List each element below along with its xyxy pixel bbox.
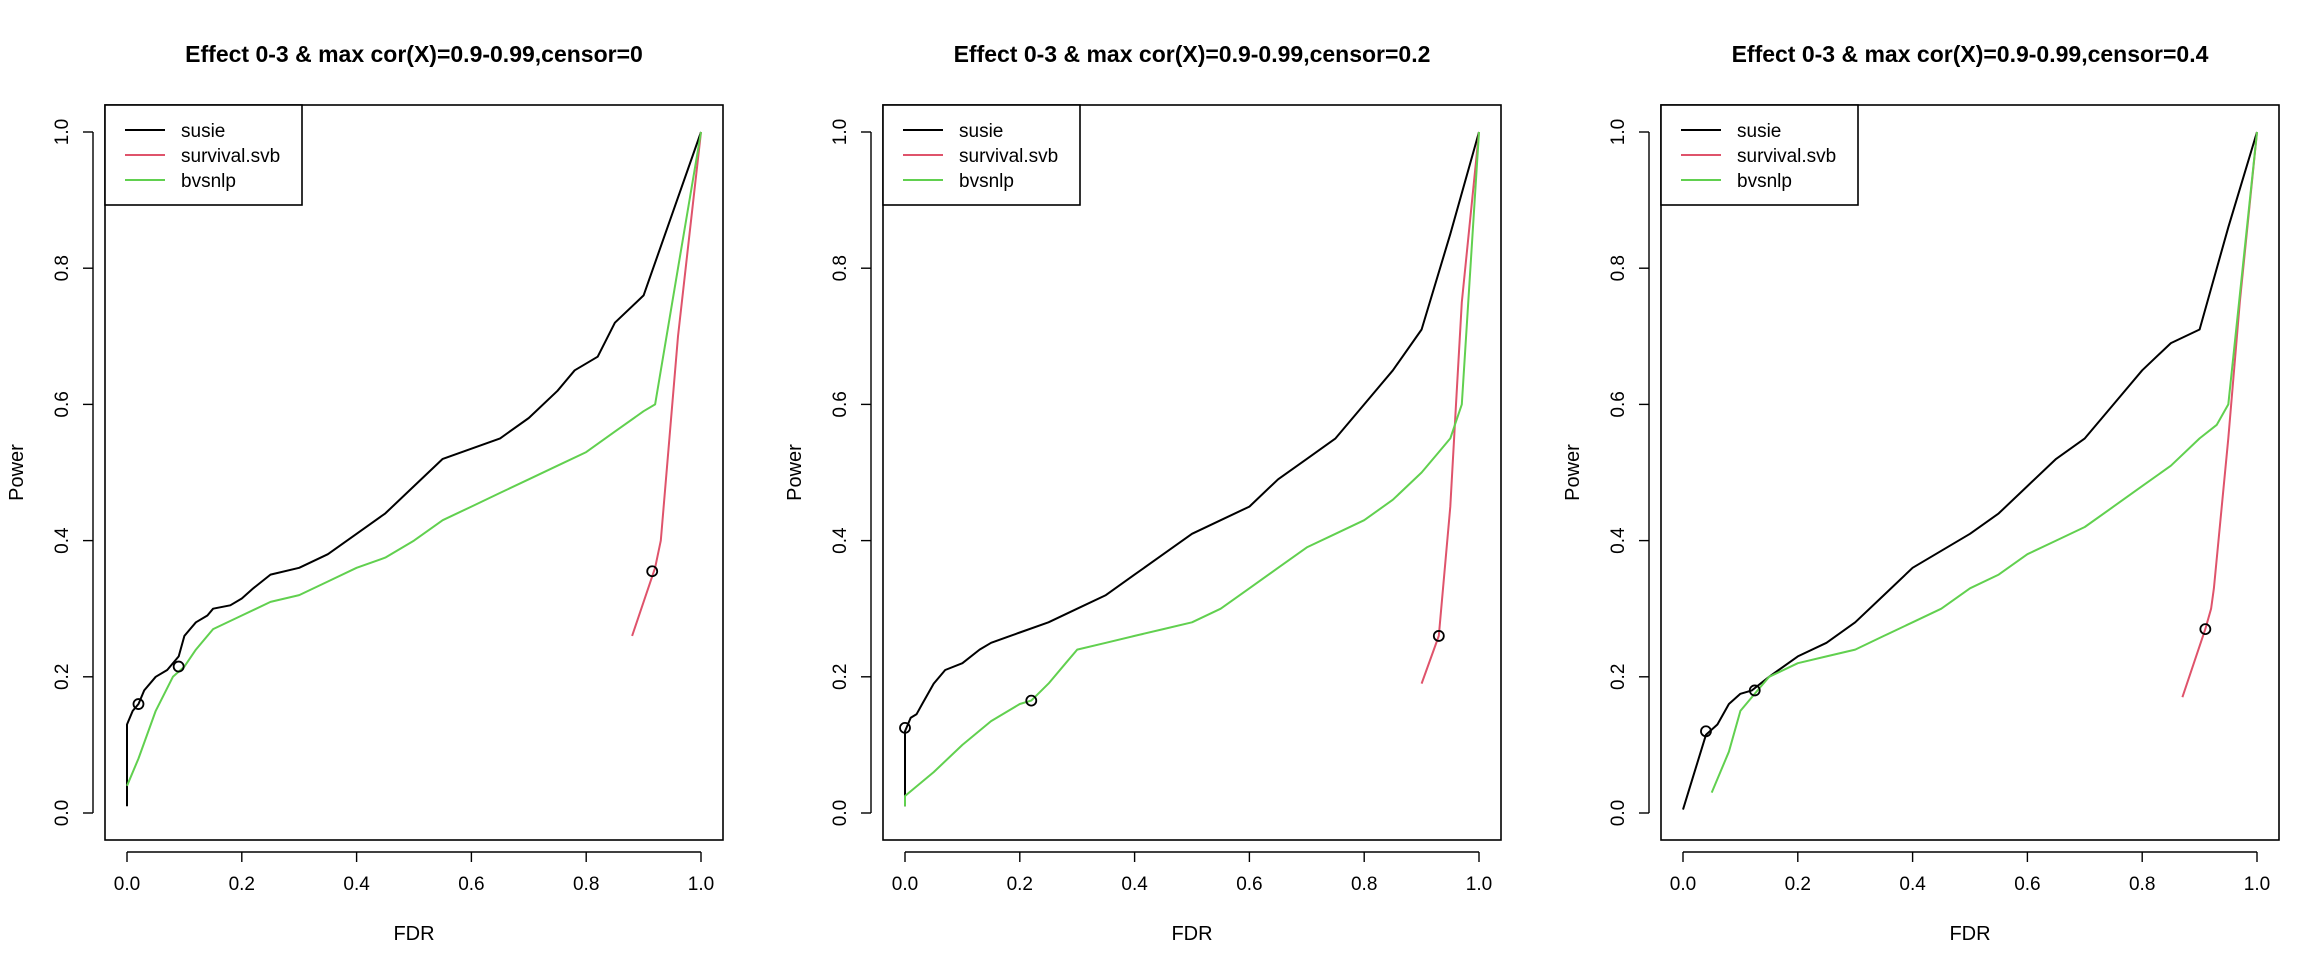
- data-point-marker: [2199, 623, 2212, 636]
- x-tick-label: 1.0: [2244, 874, 2270, 895]
- x-axis-label: FDR: [1171, 923, 1212, 945]
- x-tick-label: 0.2: [1007, 874, 1033, 895]
- data-point-marker: [172, 660, 185, 673]
- series-line: [1710, 131, 2258, 793]
- x-axis-label: FDR: [1949, 923, 1990, 945]
- x-tick-label: 0.8: [2129, 874, 2155, 895]
- y-tick-label: 0.8: [1608, 255, 1629, 281]
- y-axis: 0.0 0.2 0.4 0.6 0.8 1.0: [830, 119, 872, 826]
- legend-label: survival.svb: [1737, 146, 1836, 167]
- y-axis-label: Power: [6, 444, 28, 501]
- series-line: [1682, 131, 2258, 810]
- legend-label: survival.svb: [181, 146, 280, 167]
- y-tick-label: 0.2: [830, 664, 851, 690]
- legend: susie survival.svb bvsnlp: [882, 104, 1081, 206]
- y-tick-label: 1.0: [52, 119, 73, 145]
- legend-label: susie: [959, 121, 1003, 142]
- legend-label: survival.svb: [959, 146, 1058, 167]
- y-tick-label: 0.6: [830, 391, 851, 417]
- data-point-marker: [1025, 694, 1038, 707]
- series-susie: [1682, 131, 2258, 810]
- x-tick-label: 0.0: [114, 874, 140, 895]
- x-tick-label: 0.4: [1121, 874, 1148, 895]
- data-point-marker: [899, 721, 911, 734]
- x-axis: 0.0 0.2 0.4 0.6 0.8 1.0: [114, 851, 714, 895]
- x-tick-label: 0.4: [343, 874, 370, 895]
- series-susie: [899, 131, 1480, 807]
- y-tick-label: 0.4: [1608, 527, 1629, 554]
- x-tick-label: 0.6: [458, 874, 484, 895]
- y-tick-label: 0.6: [52, 391, 73, 417]
- chart-title: Effect 0-3 & max cor(X)=0.9-0.99,censor=…: [1732, 41, 2209, 67]
- y-tick-label: 0.0: [52, 800, 73, 826]
- y-tick-label: 0.0: [830, 800, 851, 826]
- x-tick-label: 0.6: [2014, 874, 2040, 895]
- series-survival-svb: [2181, 131, 2258, 698]
- x-axis-label: FDR: [393, 923, 434, 945]
- data-point-marker: [1748, 684, 1761, 697]
- x-axis: 0.0 0.2 0.4 0.6 0.8 1.0: [1670, 851, 2270, 895]
- chart-title: Effect 0-3 & max cor(X)=0.9-0.99,censor=…: [185, 41, 643, 67]
- data-point-marker: [132, 698, 145, 710]
- y-axis: 0.0 0.2 0.4 0.6 0.8 1.0: [1608, 119, 1650, 826]
- y-tick-label: 1.0: [830, 119, 851, 145]
- chart-panel-3: Effect 0-3 & max cor(X)=0.9-0.99,censor=…: [1562, 41, 2280, 945]
- legend-box: [104, 104, 303, 206]
- data-point-marker: [646, 565, 659, 578]
- x-tick-label: 1.0: [688, 874, 714, 895]
- series-bvsnlp: [1710, 131, 2258, 793]
- series-line: [904, 131, 1480, 807]
- series-survival-svb: [631, 131, 702, 637]
- x-tick-label: 0.8: [573, 874, 599, 895]
- x-tick-label: 0.0: [1670, 874, 1696, 895]
- y-tick-label: 0.2: [1608, 664, 1629, 690]
- x-tick-label: 0.4: [1899, 874, 1926, 895]
- series-line: [631, 131, 702, 637]
- plot-frame: [104, 104, 724, 841]
- legend-label: susie: [1737, 121, 1781, 142]
- legend: susie survival.svb bvsnlp: [1660, 104, 1859, 206]
- y-axis-label: Power: [784, 444, 806, 501]
- y-axis-label: Power: [1562, 444, 1584, 501]
- y-tick-label: 0.6: [1608, 391, 1629, 417]
- series-line: [2181, 131, 2258, 698]
- y-tick-label: 0.8: [52, 255, 73, 281]
- x-tick-label: 0.2: [229, 874, 255, 895]
- legend-label: susie: [181, 121, 225, 142]
- series-line: [126, 131, 702, 807]
- plot-frame: [1660, 104, 2280, 841]
- x-tick-label: 0.0: [892, 874, 918, 895]
- series-line: [126, 131, 702, 787]
- chart-panel-1: Effect 0-3 & max cor(X)=0.9-0.99,censor=…: [6, 41, 724, 945]
- legend-label: bvsnlp: [959, 171, 1014, 192]
- series-line: [904, 131, 1480, 807]
- y-tick-label: 0.4: [830, 527, 851, 554]
- legend-box: [882, 104, 1081, 206]
- data-point-marker: [1700, 725, 1712, 738]
- y-tick-label: 1.0: [1608, 119, 1629, 145]
- y-tick-label: 0.0: [1608, 800, 1629, 826]
- series-bvsnlp: [904, 131, 1480, 807]
- plot-frame: [882, 104, 1502, 841]
- series-line: [1420, 131, 1480, 684]
- x-tick-label: 0.8: [1351, 874, 1377, 895]
- series-susie: [126, 131, 702, 807]
- y-tick-label: 0.4: [52, 527, 73, 554]
- legend: susie survival.svb bvsnlp: [104, 104, 303, 206]
- series-bvsnlp: [126, 131, 702, 787]
- x-tick-label: 1.0: [1466, 874, 1492, 895]
- legend-label: bvsnlp: [181, 171, 236, 192]
- y-tick-label: 0.2: [52, 664, 73, 690]
- y-axis: 0.0 0.2 0.4 0.6 0.8 1.0: [52, 119, 94, 826]
- x-axis: 0.0 0.2 0.4 0.6 0.8 1.0: [892, 851, 1492, 895]
- legend-label: bvsnlp: [1737, 171, 1792, 192]
- series-survival-svb: [1420, 131, 1480, 684]
- y-tick-label: 0.8: [830, 255, 851, 281]
- x-tick-label: 0.2: [1785, 874, 1811, 895]
- x-tick-label: 0.6: [1236, 874, 1262, 895]
- data-point-marker: [1432, 630, 1445, 642]
- chart-panel-2: Effect 0-3 & max cor(X)=0.9-0.99,censor=…: [784, 41, 1502, 945]
- chart-title: Effect 0-3 & max cor(X)=0.9-0.99,censor=…: [954, 41, 1431, 67]
